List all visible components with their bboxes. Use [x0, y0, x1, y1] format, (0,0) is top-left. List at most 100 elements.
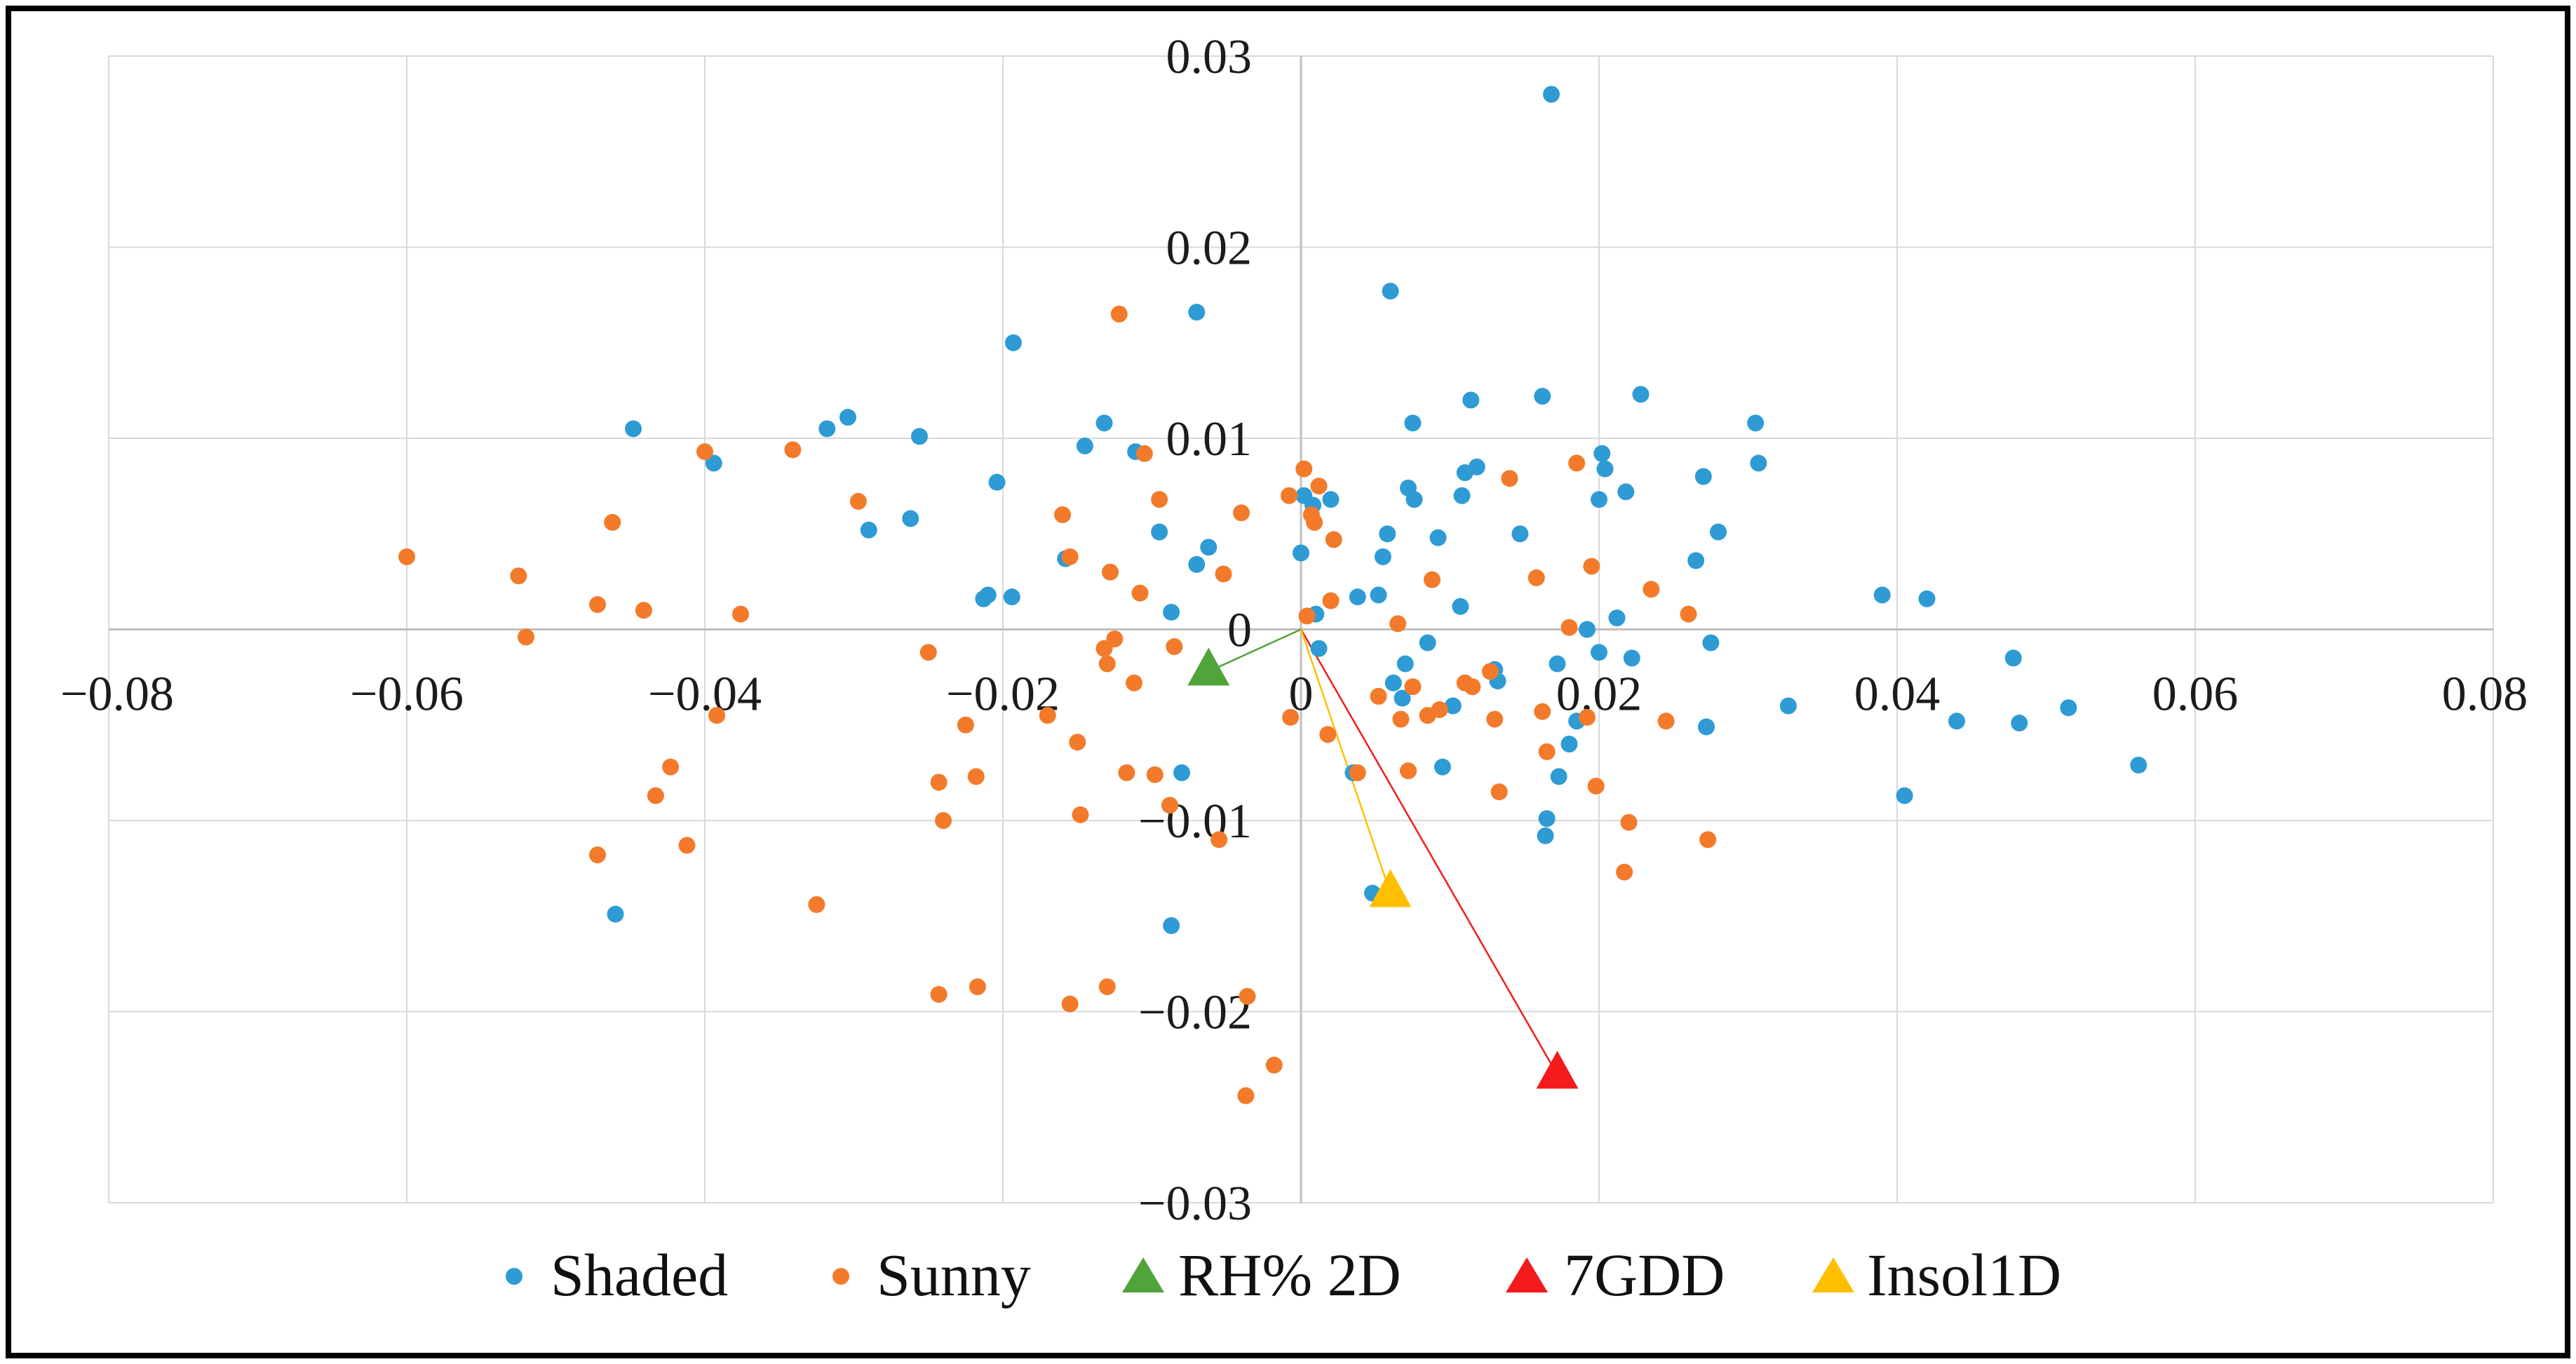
data-point-sunny [678, 837, 696, 854]
series-sunny [398, 305, 1717, 1105]
data-point-sunny [1298, 607, 1316, 625]
data-point-sunny [1146, 766, 1164, 783]
data-point-sunny [1061, 548, 1079, 565]
data-point-sunny [1490, 783, 1508, 801]
data-point-sunny [518, 628, 534, 646]
data-point-shaded [1188, 555, 1206, 573]
data-point-shaded [2060, 699, 2077, 717]
data-point-shaded [1593, 445, 1611, 462]
x-tick-label: −0.08 [60, 668, 174, 722]
data-point-shaded [2130, 756, 2147, 774]
data-point-sunny [1349, 764, 1366, 781]
data-points [398, 86, 2147, 1105]
data-point-shaded [1591, 491, 1607, 508]
data-point-sunny [1098, 655, 1116, 673]
data-point-sunny [1481, 663, 1499, 680]
data-point-shaded [1779, 697, 1797, 715]
legend: Shaded Sunny RH% 2D 7GDD Insol1D [506, 1241, 2061, 1309]
data-point-shaded [818, 420, 836, 438]
data-point-shaded [1534, 388, 1551, 405]
data-point-shaded [1382, 283, 1399, 300]
data-point-sunny [1239, 987, 1256, 1005]
data-point-sunny [1680, 605, 1697, 623]
data-point-shaded [1173, 764, 1190, 781]
data-point-shaded [1710, 523, 1727, 541]
data-point-sunny [1325, 531, 1342, 548]
data-point-shaded [860, 521, 877, 539]
legend-marker-7gdd [1506, 1257, 1548, 1292]
data-point-shaded [1151, 523, 1168, 541]
data-point-shaded [1579, 621, 1596, 638]
data-point-sunny [808, 896, 825, 913]
data-point-sunny [1131, 584, 1149, 602]
legend-label-shaded: Shaded [551, 1241, 728, 1309]
data-point-sunny [1534, 703, 1551, 720]
data-point-sunny [1587, 777, 1605, 795]
data-point-sunny [1126, 674, 1142, 691]
data-point-shaded [911, 428, 928, 445]
data-point-shaded [1322, 491, 1340, 508]
data-point-sunny [1102, 563, 1119, 581]
data-point-sunny [398, 548, 415, 565]
legend-label-7gdd: 7GDD [1564, 1241, 1725, 1309]
data-point-sunny [1215, 565, 1232, 583]
data-point-shaded [1453, 487, 1471, 504]
y-tick-label: −0.02 [1138, 986, 1252, 1040]
legend-label-insol1d: Insol1D [1867, 1241, 2061, 1309]
data-point-shaded [1452, 597, 1469, 615]
data-point-shaded [1444, 697, 1462, 715]
data-point-shaded [625, 420, 642, 438]
vector-arrowhead-insol [1369, 869, 1412, 907]
data-point-shaded [1004, 334, 1022, 351]
tick-labels: −0.08 −0.06 −0.04 −0.02 0 0.02 0.04 0.06 0.08 0.0… [60, 30, 2528, 1231]
data-point-sunny [930, 774, 948, 791]
data-point-sunny [1538, 743, 1556, 760]
data-point-shaded [1163, 603, 1180, 621]
data-point-sunny [1110, 305, 1128, 323]
data-point-sunny [1424, 571, 1441, 588]
data-point-sunny [662, 758, 680, 776]
data-point-sunny [1501, 470, 1518, 487]
data-point-shaded [1434, 758, 1451, 776]
data-point-sunny [589, 596, 606, 614]
data-point-shaded [1537, 827, 1554, 844]
legend-label-rh: RH% 2D [1178, 1241, 1401, 1309]
legend-marker-insol1d [1812, 1257, 1854, 1292]
vector-arrowhead-rh [1187, 647, 1230, 686]
data-point-sunny [935, 812, 952, 829]
data-point-shaded [902, 510, 919, 527]
y-tick-label: 0.03 [1166, 30, 1253, 84]
data-point-sunny [1486, 710, 1504, 728]
x-tick-label: −0.06 [350, 668, 464, 722]
data-point-sunny [784, 441, 802, 459]
data-point-sunny [1072, 806, 1089, 823]
data-point-shaded [1560, 736, 1578, 752]
data-point-shaded [1617, 483, 1635, 501]
vector-arrowheads [1187, 647, 1579, 1089]
data-point-shaded [1623, 649, 1640, 667]
data-point-sunny [1657, 713, 1675, 730]
data-point-sunny [1616, 863, 1633, 881]
data-point-sunny [589, 846, 606, 864]
data-point-sunny [1233, 504, 1250, 522]
data-point-sunny [849, 492, 867, 510]
data-point-shaded [2004, 649, 2022, 667]
data-point-sunny [696, 443, 713, 461]
data-point-shaded [1404, 414, 1422, 432]
data-point-shaded [1370, 586, 1387, 604]
data-point-shaded [607, 905, 624, 923]
data-point-sunny [957, 716, 974, 734]
data-point-shaded [1188, 304, 1206, 321]
vector-line-insol [1300, 629, 1391, 893]
data-point-sunny [1237, 1087, 1255, 1105]
outer-frame [6, 6, 2570, 1358]
data-point-sunny [1431, 701, 1448, 718]
data-point-shaded [1896, 787, 1913, 804]
x-tick-label: 0.04 [1854, 668, 1941, 722]
data-point-sunny [1560, 619, 1578, 636]
data-point-sunny [1404, 678, 1422, 696]
data-point-shaded [1468, 458, 1485, 475]
vector-arrowhead-gdd [1536, 1051, 1579, 1089]
data-point-shaded [2011, 715, 2028, 732]
data-point-sunny [1098, 978, 1116, 996]
